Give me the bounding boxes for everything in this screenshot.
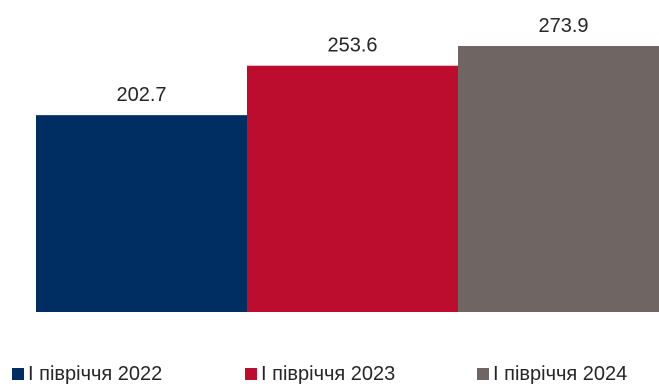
bars-group bbox=[36, 46, 659, 313]
legend-swatch-2022 bbox=[12, 368, 24, 380]
legend: I півріччя 2022 I півріччя 2023 I півріч… bbox=[0, 362, 659, 389]
bar-chart: 202.7 253.6 273.9 bbox=[36, 15, 659, 313]
legend-swatch-2024 bbox=[477, 368, 489, 380]
data-label-2022: 202.7 bbox=[116, 84, 166, 106]
bar-2024 bbox=[458, 46, 659, 312]
legend-swatch-2023 bbox=[245, 368, 257, 380]
bar-2023 bbox=[247, 65, 458, 312]
data-labels-group: 202.7 253.6 273.9 bbox=[116, 15, 588, 106]
legend-item-2023: I півріччя 2023 bbox=[245, 362, 395, 386]
legend-label-2024: I півріччя 2024 bbox=[493, 363, 628, 385]
bar-2022 bbox=[36, 115, 247, 313]
data-label-2024: 273.9 bbox=[538, 15, 588, 37]
legend-label-2023: I півріччя 2023 bbox=[261, 363, 396, 385]
legend-item-2022: I півріччя 2022 bbox=[12, 362, 162, 386]
legend-item-2024: I півріччя 2024 bbox=[477, 362, 627, 386]
data-label-2023: 253.6 bbox=[327, 35, 377, 57]
legend-label-2022: I півріччя 2022 bbox=[28, 363, 163, 385]
